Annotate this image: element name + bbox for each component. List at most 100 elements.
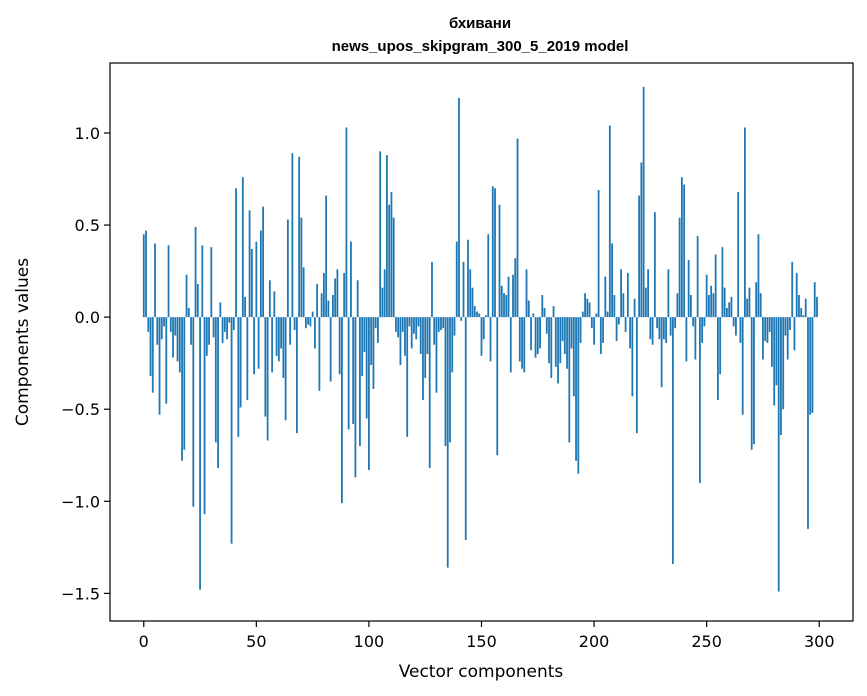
bar-239 [680, 177, 683, 318]
plot-frame [109, 62, 854, 622]
bar-174 [534, 317, 537, 358]
bar-83 [329, 317, 332, 382]
bar-278 [768, 317, 771, 332]
bar-156 [494, 188, 496, 318]
y-tick-label-5: 1.0 [75, 124, 100, 143]
bar-198 [588, 302, 591, 318]
bar-137 [451, 317, 454, 373]
bar-208 [611, 243, 613, 318]
bar-47 [248, 210, 251, 318]
bar-183 [554, 317, 557, 367]
bar-63 [284, 317, 287, 421]
bar-84 [332, 295, 334, 318]
bar-272 [755, 282, 758, 318]
bar-163 [509, 317, 512, 373]
bar-162 [507, 276, 510, 318]
bar-15 [176, 317, 179, 362]
bar-81 [325, 195, 328, 318]
bar-125 [424, 317, 427, 378]
bar-246 [696, 236, 699, 318]
bar-288 [791, 261, 794, 318]
bar-4 [151, 317, 154, 393]
bar-65 [289, 317, 292, 345]
bar-136 [449, 317, 451, 443]
bar-7 [158, 317, 161, 415]
bar-44 [241, 177, 244, 318]
bar-64 [286, 219, 289, 318]
bar-211 [617, 317, 620, 325]
bar-192 [575, 317, 577, 461]
bar-23 [194, 226, 197, 318]
bar-196 [584, 293, 586, 318]
bar-104 [377, 317, 379, 343]
bar-9 [163, 317, 165, 327]
x-axis-label: Vector components [399, 662, 564, 682]
bar-113 [397, 317, 400, 338]
bar-13 [172, 317, 174, 358]
chart-subtitle: news_upos_skipgram_300_5_2019 model [332, 38, 629, 55]
bar-111 [392, 217, 395, 318]
bar-263 [735, 317, 737, 336]
bar-165 [514, 258, 517, 318]
bar-226 [651, 317, 654, 345]
bar-270 [750, 317, 753, 450]
bar-212 [620, 269, 622, 318]
bar-199 [590, 317, 593, 329]
bar-49 [253, 317, 255, 375]
bar-59 [275, 317, 278, 356]
bar-102 [372, 317, 375, 389]
bar-255 [717, 317, 719, 401]
x-axis-ticks: 0 50 100 150 200 250 300 [139, 621, 835, 651]
bar-16 [178, 317, 181, 373]
bar-173 [532, 313, 535, 318]
bar-93 [352, 317, 355, 424]
bar-41 [235, 188, 237, 318]
y-axis-ticks: −1.5 −1.0 −0.5 0.0 0.5 1.0 [61, 124, 110, 603]
bar-260 [728, 302, 731, 318]
bar-148 [476, 311, 478, 318]
bar-194 [579, 317, 582, 343]
bar-181 [550, 317, 553, 378]
bar-24 [196, 283, 199, 318]
bar-51 [257, 317, 260, 369]
bar-268 [746, 298, 749, 318]
bar-122 [417, 317, 420, 327]
bar-128 [431, 261, 433, 318]
bar-142 [462, 261, 465, 318]
bar-138 [453, 317, 456, 336]
bar-254 [714, 254, 717, 318]
bar-141 [460, 317, 463, 321]
x-tick-label-100: 100 [354, 632, 385, 651]
bar-285 [784, 317, 787, 336]
bar-298 [813, 282, 816, 318]
bar-115 [401, 317, 404, 332]
bar-182 [552, 306, 555, 318]
bar-119 [410, 317, 413, 349]
bar-100 [368, 317, 370, 470]
bar-57 [271, 317, 274, 373]
bar-171 [527, 300, 530, 318]
bar-225 [649, 317, 652, 340]
bar-127 [428, 317, 431, 469]
bar-55 [266, 317, 269, 441]
bar-147 [473, 306, 476, 318]
bar-237 [676, 293, 679, 318]
bar-252 [710, 285, 713, 318]
bar-124 [422, 317, 424, 401]
chart-title: бхивани [449, 15, 511, 32]
bar-28 [205, 317, 208, 356]
x-tick-label-0: 0 [139, 632, 149, 651]
bar-78 [318, 317, 321, 391]
bar-224 [647, 269, 650, 318]
bar-244 [692, 317, 695, 327]
bar-144 [467, 239, 469, 318]
bar-85 [334, 278, 337, 318]
bar-150 [480, 317, 483, 356]
bar-35 [221, 317, 224, 343]
bar-21 [190, 317, 192, 345]
bar-1 [145, 230, 147, 318]
bar-189 [568, 317, 571, 443]
bar-299 [816, 296, 818, 318]
bar-284 [782, 317, 785, 410]
